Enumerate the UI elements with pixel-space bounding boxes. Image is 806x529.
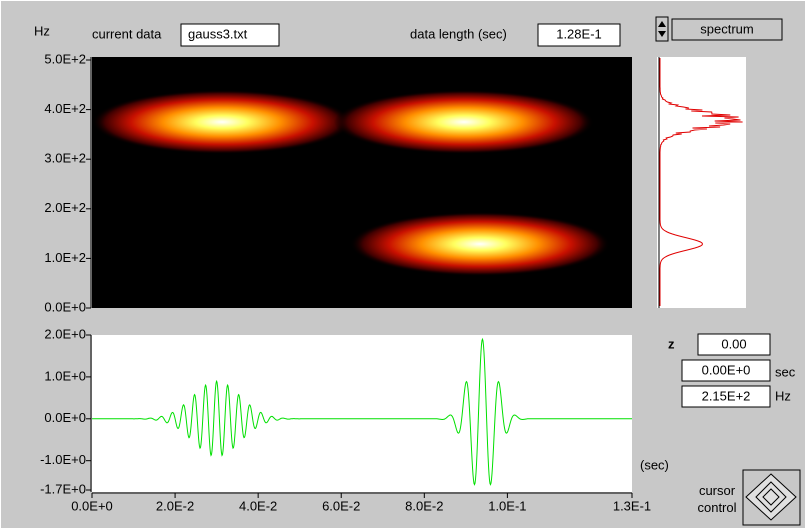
view-mode-field[interactable] <box>671 18 783 41</box>
y-tick-label: 2.0E+2 <box>44 200 86 215</box>
y-tick-label: -1.7E+0 <box>40 481 86 496</box>
y-tick-label: 2.0E+0 <box>44 326 86 341</box>
data-length-field[interactable] <box>537 23 621 47</box>
x-tick-label: 1.3E-1 <box>613 498 651 513</box>
x-tick-label: 0.0E+0 <box>71 498 113 513</box>
current-data-label: current data <box>92 26 162 41</box>
x-tick-label: 2.0E-2 <box>156 498 194 513</box>
cursor-control-button[interactable] <box>742 469 801 526</box>
time-unit: sec <box>775 364 796 379</box>
current-data-field[interactable] <box>180 23 280 47</box>
spectrum-plot <box>657 57 746 308</box>
data-length-value: 1.28E-1 <box>556 26 602 41</box>
y-tick-label: 0.0E+0 <box>44 410 86 425</box>
x-tick-label: 6.0E-2 <box>322 498 360 513</box>
waveform-plot <box>92 335 632 492</box>
spectrogram-plot <box>92 57 632 308</box>
cursor-control-label: cursor control <box>697 483 737 515</box>
x-tick-label: 4.0E-2 <box>239 498 277 513</box>
y-tick-label: -1.0E+0 <box>40 452 86 467</box>
x-unit: (sec) <box>640 457 669 472</box>
freq-unit: Hz <box>775 388 791 403</box>
z-label: z <box>668 336 675 351</box>
ring-arrows[interactable] <box>655 16 669 42</box>
z-value: 0.00 <box>721 336 746 351</box>
freq-field[interactable] <box>681 385 771 408</box>
z-field[interactable] <box>697 333 771 356</box>
y-tick-label: 3.0E+2 <box>44 151 86 166</box>
y-tick-label: 1.0E+2 <box>44 250 86 265</box>
view-mode-value: spectrum <box>700 21 753 36</box>
x-tick-label: 1.0E-1 <box>488 498 526 513</box>
y-tick-label: 0.0E+0 <box>44 299 86 314</box>
data-length-label: data length (sec) <box>410 26 507 41</box>
y-tick-label: 1.0E+0 <box>44 368 86 383</box>
hz-label: Hz <box>34 23 50 38</box>
current-data-value: gauss3.txt <box>188 26 248 41</box>
freq-value: 2.15E+2 <box>702 388 751 403</box>
y-tick-label: 4.0E+2 <box>44 101 86 116</box>
x-tick-label: 8.0E-2 <box>405 498 443 513</box>
time-field[interactable] <box>681 359 771 382</box>
y-tick-label: 5.0E+2 <box>44 51 86 66</box>
time-value: 0.00E+0 <box>702 362 751 377</box>
